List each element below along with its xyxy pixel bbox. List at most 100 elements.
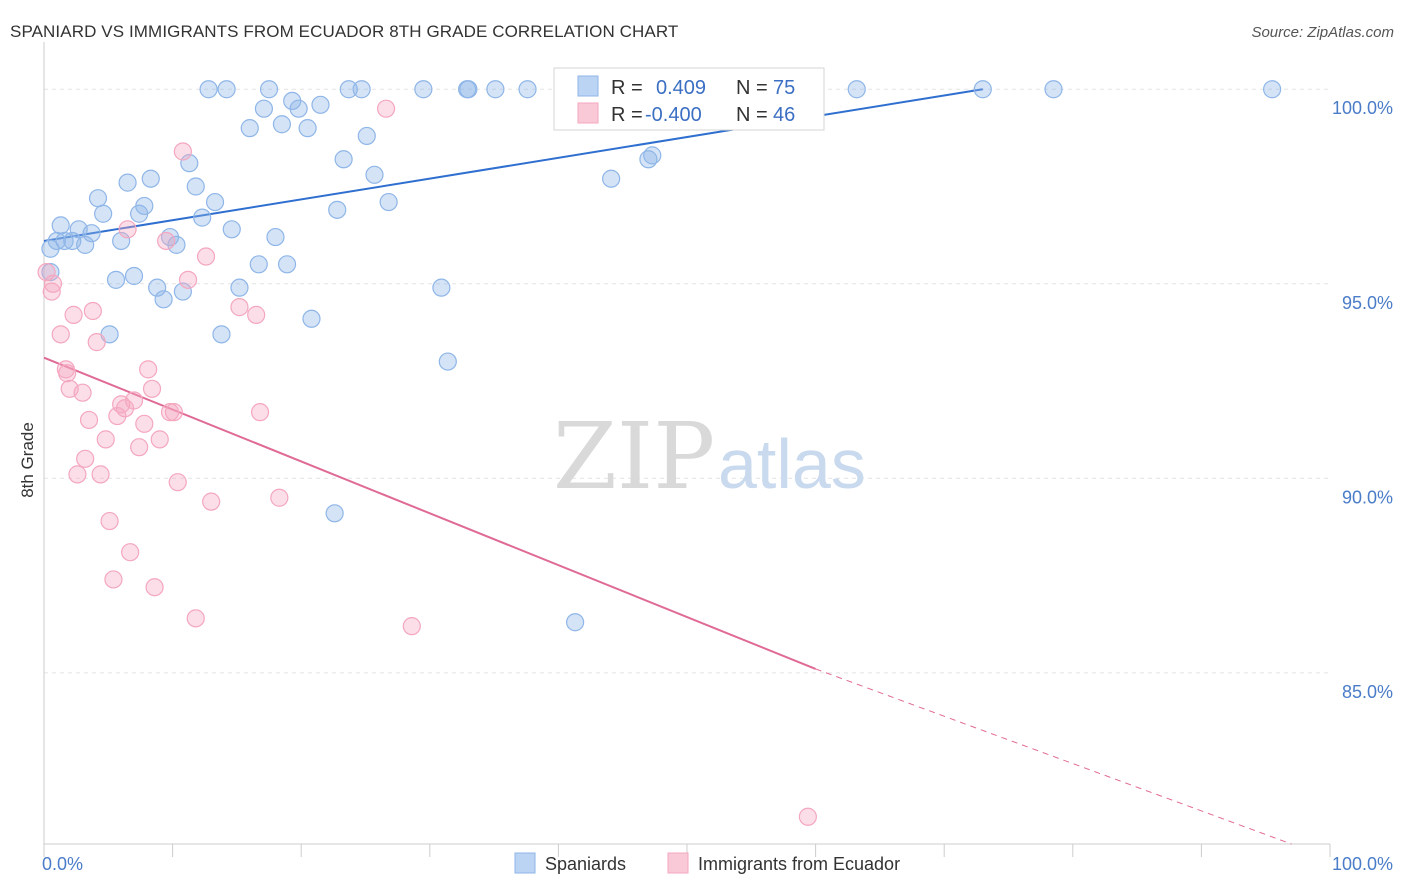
stats-r-value-spaniards: 0.409 [656, 77, 706, 99]
grid-lines [44, 88, 1330, 674]
point-spaniards-11 [106, 270, 126, 289]
point-spaniards-44 [325, 504, 344, 523]
point-ecuador-39 [247, 305, 266, 324]
point-ecuador-11 [79, 410, 99, 430]
point-ecuador-21 [121, 543, 140, 562]
point-spaniards-62 [643, 146, 662, 165]
point-ecuador-29 [157, 231, 176, 251]
point-ecuador-44 [798, 807, 817, 826]
point-spaniards-3 [55, 231, 74, 251]
x-tick-label-1: 100.0% [1332, 854, 1393, 874]
point-ecuador-34 [178, 270, 198, 289]
point-ecuador-16 [100, 511, 119, 531]
point-ecuador-28 [150, 430, 169, 449]
point-ecuador-14 [91, 465, 110, 484]
point-ecuador-32 [168, 473, 187, 492]
point-spaniards-58 [518, 80, 537, 99]
point-ecuador-3 [51, 325, 70, 344]
point-ecuador-10 [76, 449, 95, 468]
stats-n-value-ecuador: 46 [773, 104, 795, 126]
point-spaniards-24 [186, 177, 205, 196]
point-spaniards-34 [254, 99, 274, 118]
trend-line-0 [43, 88, 983, 242]
x-tick-labels: 0.0% 100.0% [42, 854, 1393, 874]
point-spaniards-43 [311, 95, 330, 114]
point-spaniards-47 [339, 80, 358, 99]
point-spaniards-18 [148, 278, 167, 297]
point-ecuador-36 [196, 247, 216, 266]
point-spaniards-33 [249, 255, 268, 274]
point-spaniards-25 [193, 208, 212, 227]
point-spaniards-48 [352, 80, 371, 99]
point-spaniards-8 [88, 189, 108, 208]
point-spaniards-38 [277, 255, 297, 274]
point-spaniards-27 [205, 192, 225, 212]
y-tick-label-3: 85.0% [1342, 682, 1393, 702]
stats-n-label-ecuador: N = [736, 104, 768, 126]
chart-title: SPANIARD VS IMMIGRANTS FROM ECUADOR 8TH … [10, 22, 679, 41]
point-ecuador-8 [68, 465, 87, 484]
y-axis-title: 8th Grade [18, 422, 37, 498]
point-spaniards-23 [180, 154, 199, 173]
point-spaniards-73 [1263, 80, 1282, 99]
point-spaniards-42 [302, 309, 321, 328]
point-spaniards-22 [173, 282, 192, 301]
point-spaniards-51 [379, 192, 398, 212]
watermark-zip: ZIP [553, 403, 715, 510]
y-tick-label-2: 90.0% [1342, 487, 1393, 507]
point-ecuador-43 [402, 617, 421, 636]
stats-swatch-ecuador [577, 102, 599, 124]
trend-lines [43, 88, 1292, 845]
source-label: Source: ZipAtlas.com [1251, 24, 1394, 41]
point-spaniards-37 [272, 115, 292, 134]
point-spaniards-13 [118, 173, 137, 192]
point-ecuador-30 [160, 403, 180, 422]
point-spaniards-19 [154, 290, 173, 309]
y-tick-labels: 100.0% 95.0% 90.0% 85.0% [1332, 98, 1393, 702]
y-tick-label-1: 95.0% [1342, 293, 1393, 313]
point-ecuador-42 [376, 99, 396, 118]
point-ecuador-23 [130, 438, 149, 457]
point-spaniards-16 [135, 196, 154, 216]
point-ecuador-27 [145, 578, 164, 597]
series-legend: Spaniards Immigrants from Ecuador [514, 852, 900, 874]
point-ecuador-26 [142, 379, 162, 398]
point-spaniards-70 [847, 80, 866, 99]
point-ecuador-37 [202, 492, 221, 511]
point-ecuador-2 [43, 274, 63, 293]
point-spaniards-32 [240, 119, 259, 138]
point-spaniards-17 [141, 169, 160, 188]
point-spaniards-31 [230, 278, 249, 297]
point-ecuador-40 [250, 403, 270, 422]
watermark-atlas: atlas [718, 425, 866, 503]
point-spaniards-41 [298, 119, 317, 138]
point-ecuador-31 [164, 403, 183, 422]
point-ecuador-13 [87, 333, 106, 352]
point-spaniards-71 [973, 80, 992, 99]
point-spaniards-57 [486, 80, 505, 99]
point-ecuador-9 [73, 383, 92, 402]
point-spaniards-46 [334, 150, 353, 169]
legend-swatch-ecuador [667, 852, 689, 874]
watermark: ZIP atlas [553, 403, 866, 510]
point-ecuador-18 [108, 406, 127, 426]
point-spaniards-6 [76, 235, 95, 254]
point-spaniards-54 [438, 352, 457, 371]
stats-r-label-ecuador: R = [611, 104, 643, 126]
point-spaniards-30 [222, 220, 241, 239]
stats-legend-box [553, 67, 825, 131]
point-spaniards-74 [47, 231, 66, 251]
stats-r-label-spaniards: R = [611, 77, 643, 99]
stats-n-value-spaniards: 75 [773, 77, 795, 99]
point-ecuador-24 [135, 414, 154, 433]
point-ecuador-22 [124, 391, 144, 410]
point-ecuador-5 [58, 364, 77, 383]
point-spaniards-49 [357, 126, 376, 146]
point-ecuador-12 [83, 301, 102, 321]
x-tick-label-0: 0.0% [42, 854, 83, 874]
point-spaniards-52 [414, 80, 433, 99]
point-ecuador-38 [230, 298, 249, 317]
point-ecuador-33 [173, 142, 192, 161]
point-spaniards-40 [289, 99, 308, 118]
